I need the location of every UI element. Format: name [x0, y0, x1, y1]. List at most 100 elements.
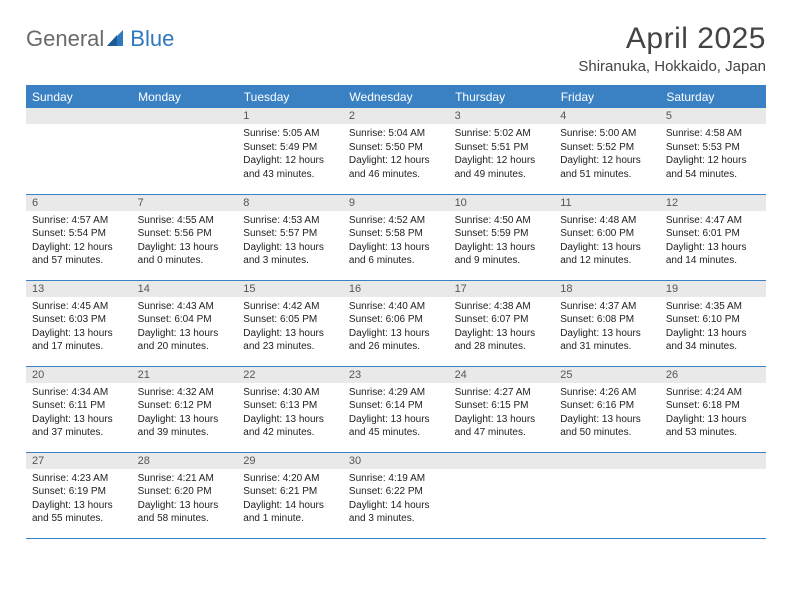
calendar-day-cell: 23Sunrise: 4:29 AMSunset: 6:14 PMDayligh… [343, 366, 449, 452]
sunrise-text: Sunrise: 4:26 AM [560, 386, 654, 400]
calendar-week-row: 13Sunrise: 4:45 AMSunset: 6:03 PMDayligh… [26, 280, 766, 366]
daylight-line2: and 43 minutes. [243, 168, 337, 182]
day-header: Tuesday [237, 86, 343, 109]
daylight-line1: Daylight: 13 hours [32, 327, 126, 341]
sunset-text: Sunset: 5:51 PM [455, 141, 549, 155]
sunset-text: Sunset: 6:04 PM [138, 313, 232, 327]
daylight-line1: Daylight: 12 hours [666, 154, 760, 168]
day-number: 29 [237, 453, 343, 469]
sunrise-text: Sunrise: 4:53 AM [243, 214, 337, 228]
day-detail: Sunrise: 4:26 AMSunset: 6:16 PMDaylight:… [554, 383, 660, 444]
brand-part1: General [26, 26, 104, 52]
day-number: 26 [660, 367, 766, 383]
day-detail: Sunrise: 4:40 AMSunset: 6:06 PMDaylight:… [343, 297, 449, 358]
day-detail: Sunrise: 4:42 AMSunset: 6:05 PMDaylight:… [237, 297, 343, 358]
daylight-line2: and 57 minutes. [32, 254, 126, 268]
calendar-day-cell [554, 452, 660, 538]
daylight-line1: Daylight: 13 hours [243, 327, 337, 341]
day-detail: Sunrise: 4:23 AMSunset: 6:19 PMDaylight:… [26, 469, 132, 530]
day-number: 14 [132, 281, 238, 297]
calendar-table: Sunday Monday Tuesday Wednesday Thursday… [26, 85, 766, 539]
daylight-line1: Daylight: 13 hours [138, 499, 232, 513]
sunset-text: Sunset: 6:12 PM [138, 399, 232, 413]
sunset-text: Sunset: 5:52 PM [560, 141, 654, 155]
calendar-week-row: 27Sunrise: 4:23 AMSunset: 6:19 PMDayligh… [26, 452, 766, 538]
day-number: 19 [660, 281, 766, 297]
sunset-text: Sunset: 6:11 PM [32, 399, 126, 413]
sunrise-text: Sunrise: 4:30 AM [243, 386, 337, 400]
day-detail: Sunrise: 4:21 AMSunset: 6:20 PMDaylight:… [132, 469, 238, 530]
day-detail: Sunrise: 4:50 AMSunset: 5:59 PMDaylight:… [449, 211, 555, 272]
calendar-day-cell: 13Sunrise: 4:45 AMSunset: 6:03 PMDayligh… [26, 280, 132, 366]
day-number: 5 [660, 108, 766, 124]
day-detail: Sunrise: 4:34 AMSunset: 6:11 PMDaylight:… [26, 383, 132, 444]
day-number: 25 [554, 367, 660, 383]
daylight-line2: and 34 minutes. [666, 340, 760, 354]
sunrise-text: Sunrise: 5:00 AM [560, 127, 654, 141]
daylight-line2: and 51 minutes. [560, 168, 654, 182]
day-number: 17 [449, 281, 555, 297]
day-detail: Sunrise: 4:32 AMSunset: 6:12 PMDaylight:… [132, 383, 238, 444]
day-number: 16 [343, 281, 449, 297]
calendar-day-cell [26, 108, 132, 194]
day-detail: Sunrise: 4:45 AMSunset: 6:03 PMDaylight:… [26, 297, 132, 358]
daylight-line1: Daylight: 13 hours [560, 327, 654, 341]
sunrise-text: Sunrise: 4:58 AM [666, 127, 760, 141]
day-number: 18 [554, 281, 660, 297]
calendar-day-cell: 11Sunrise: 4:48 AMSunset: 6:00 PMDayligh… [554, 194, 660, 280]
daylight-line1: Daylight: 12 hours [243, 154, 337, 168]
day-header: Friday [554, 86, 660, 109]
sunset-text: Sunset: 5:53 PM [666, 141, 760, 155]
calendar-day-cell: 8Sunrise: 4:53 AMSunset: 5:57 PMDaylight… [237, 194, 343, 280]
daylight-line1: Daylight: 13 hours [32, 499, 126, 513]
daylight-line2: and 3 minutes. [349, 512, 443, 526]
sunset-text: Sunset: 6:20 PM [138, 485, 232, 499]
sunrise-text: Sunrise: 4:52 AM [349, 214, 443, 228]
sunset-text: Sunset: 6:05 PM [243, 313, 337, 327]
location-subtitle: Shiranuka, Hokkaido, Japan [578, 58, 766, 75]
daylight-line1: Daylight: 13 hours [243, 413, 337, 427]
day-header: Saturday [660, 86, 766, 109]
day-number: 6 [26, 195, 132, 211]
title-block: April 2025 Shiranuka, Hokkaido, Japan [578, 22, 766, 75]
daylight-line1: Daylight: 13 hours [560, 241, 654, 255]
calendar-day-cell: 27Sunrise: 4:23 AMSunset: 6:19 PMDayligh… [26, 452, 132, 538]
day-number-empty [26, 108, 132, 124]
sunrise-text: Sunrise: 4:24 AM [666, 386, 760, 400]
sunset-text: Sunset: 6:07 PM [455, 313, 549, 327]
day-number: 8 [237, 195, 343, 211]
calendar-day-cell: 12Sunrise: 4:47 AMSunset: 6:01 PMDayligh… [660, 194, 766, 280]
daylight-line2: and 31 minutes. [560, 340, 654, 354]
daylight-line1: Daylight: 12 hours [349, 154, 443, 168]
daylight-line2: and 26 minutes. [349, 340, 443, 354]
sunset-text: Sunset: 6:03 PM [32, 313, 126, 327]
day-detail: Sunrise: 4:43 AMSunset: 6:04 PMDaylight:… [132, 297, 238, 358]
sunrise-text: Sunrise: 5:02 AM [455, 127, 549, 141]
sunset-text: Sunset: 5:56 PM [138, 227, 232, 241]
sunset-text: Sunset: 6:14 PM [349, 399, 443, 413]
calendar-day-cell: 30Sunrise: 4:19 AMSunset: 6:22 PMDayligh… [343, 452, 449, 538]
sunrise-text: Sunrise: 4:43 AM [138, 300, 232, 314]
calendar-day-cell [660, 452, 766, 538]
calendar-day-cell: 21Sunrise: 4:32 AMSunset: 6:12 PMDayligh… [132, 366, 238, 452]
sunrise-text: Sunrise: 4:32 AM [138, 386, 232, 400]
sunset-text: Sunset: 6:10 PM [666, 313, 760, 327]
sunset-text: Sunset: 5:59 PM [455, 227, 549, 241]
daylight-line2: and 42 minutes. [243, 426, 337, 440]
daylight-line1: Daylight: 13 hours [666, 413, 760, 427]
daylight-line1: Daylight: 13 hours [666, 327, 760, 341]
sunrise-text: Sunrise: 4:45 AM [32, 300, 126, 314]
sunset-text: Sunset: 6:01 PM [666, 227, 760, 241]
daylight-line1: Daylight: 13 hours [138, 413, 232, 427]
sunrise-text: Sunrise: 5:05 AM [243, 127, 337, 141]
day-number: 4 [554, 108, 660, 124]
daylight-line2: and 46 minutes. [349, 168, 443, 182]
day-header: Wednesday [343, 86, 449, 109]
day-detail: Sunrise: 4:57 AMSunset: 5:54 PMDaylight:… [26, 211, 132, 272]
page-header: GeneralBlue April 2025 Shiranuka, Hokkai… [26, 22, 766, 75]
day-detail: Sunrise: 4:55 AMSunset: 5:56 PMDaylight:… [132, 211, 238, 272]
day-detail: Sunrise: 4:52 AMSunset: 5:58 PMDaylight:… [343, 211, 449, 272]
day-number: 28 [132, 453, 238, 469]
day-header: Thursday [449, 86, 555, 109]
calendar-day-cell: 20Sunrise: 4:34 AMSunset: 6:11 PMDayligh… [26, 366, 132, 452]
